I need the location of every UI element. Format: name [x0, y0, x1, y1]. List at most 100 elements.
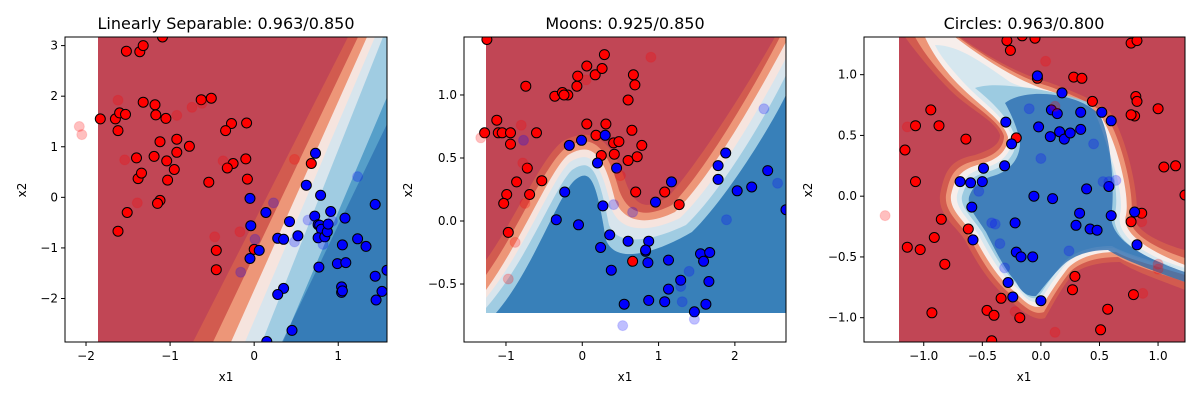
train-point: [703, 276, 715, 287]
test-point: [1103, 176, 1115, 188]
subplot-title: Linearly Separable: 0.963/0.850: [98, 14, 355, 33]
train-point: [284, 216, 295, 228]
y-tick-label: 0: [50, 190, 58, 204]
train-point: [928, 232, 940, 243]
train-point: [161, 155, 173, 167]
train-point: [627, 69, 639, 81]
test-point: [1049, 100, 1061, 112]
axis-ticks: −1 0 1 2 −0.5 0.0 0.5 1.0: [428, 88, 739, 363]
train-point: [336, 285, 348, 297]
test-point: [675, 281, 687, 292]
train-point: [1125, 109, 1137, 121]
train-point: [622, 235, 634, 247]
train-point: [573, 219, 584, 231]
train-point: [762, 165, 774, 177]
train-point: [1001, 37, 1013, 47]
axes-frame: [64, 36, 388, 343]
test-point: [1063, 245, 1075, 257]
train-point: [1002, 277, 1014, 288]
train-point: [663, 283, 674, 295]
train-point: [1035, 295, 1047, 307]
train-point: [1067, 284, 1078, 296]
train-point: [1086, 95, 1098, 107]
train-point: [954, 176, 966, 188]
x-tick-label: −2: [77, 349, 95, 363]
train-point: [498, 197, 510, 209]
train-point: [245, 220, 257, 232]
test-point: [986, 217, 998, 229]
train-point: [524, 189, 536, 200]
train-point: [1105, 115, 1117, 127]
test-point: [517, 157, 529, 169]
train-point: [595, 242, 607, 253]
x-tick-label: 0: [250, 349, 258, 363]
train-point: [967, 234, 979, 246]
y-tick-label: 0.5: [438, 151, 457, 165]
train-point: [914, 244, 926, 256]
train-point: [1028, 190, 1040, 202]
train-point: [1004, 44, 1016, 56]
test-point: [317, 238, 329, 250]
scatter-points: [73, 37, 387, 342]
x-tick-label: −1: [161, 349, 179, 363]
train-point: [160, 112, 172, 124]
train-point: [698, 255, 710, 267]
train-point: [636, 139, 648, 151]
train-point: [121, 207, 133, 218]
train-point: [1014, 312, 1026, 324]
train-point: [988, 309, 1000, 321]
train-point: [157, 37, 168, 43]
train-point: [369, 270, 381, 282]
train-point: [1051, 108, 1063, 120]
train-point: [675, 274, 687, 286]
x-tick-label: 0.0: [1031, 349, 1050, 363]
train-point: [910, 176, 921, 188]
train-point: [1158, 161, 1170, 173]
train-point: [627, 255, 639, 267]
train-point: [1016, 37, 1028, 42]
x-axis-label: x1: [618, 370, 633, 384]
train-point: [590, 129, 602, 141]
test-point: [234, 226, 246, 238]
train-point: [581, 60, 593, 72]
test-point: [509, 236, 521, 248]
axis-ticks: −1.0 −0.5 0.0 0.5 1.0 −1.0 −0.5 0.0 0.5 1.0: [828, 68, 1168, 363]
test-point: [196, 97, 208, 109]
train-point: [1152, 103, 1164, 115]
x-tick-label: 2: [731, 349, 739, 363]
train-point: [520, 80, 532, 92]
train-point: [1096, 106, 1108, 118]
train-point: [278, 233, 290, 245]
train-point: [643, 294, 655, 306]
train-point: [112, 225, 124, 237]
test-point: [989, 218, 1001, 230]
train-point: [901, 241, 913, 253]
test-point: [171, 109, 183, 121]
train-point: [1070, 219, 1082, 231]
train-point: [600, 118, 612, 130]
test-point: [580, 74, 592, 86]
test-point: [772, 177, 784, 189]
train-point: [210, 264, 222, 276]
train-point: [1056, 87, 1068, 99]
test-point: [209, 231, 221, 243]
train-point: [598, 49, 610, 61]
train-point: [1044, 131, 1056, 143]
train-point: [558, 89, 570, 101]
train-point: [1000, 116, 1012, 128]
train-point: [313, 261, 325, 273]
train-point: [1074, 207, 1086, 219]
test-point: [73, 121, 85, 132]
train-point: [171, 133, 183, 145]
y-tick-label: 2: [50, 89, 58, 103]
train-point: [183, 140, 195, 152]
train-point: [1064, 127, 1076, 139]
y-tick-label: −1.0: [828, 311, 857, 325]
train-point: [369, 198, 381, 210]
test-point: [721, 214, 732, 226]
train-point: [1069, 270, 1081, 282]
y-tick-label: −1: [40, 241, 58, 255]
train-point: [1091, 224, 1103, 236]
train-point: [597, 200, 609, 212]
